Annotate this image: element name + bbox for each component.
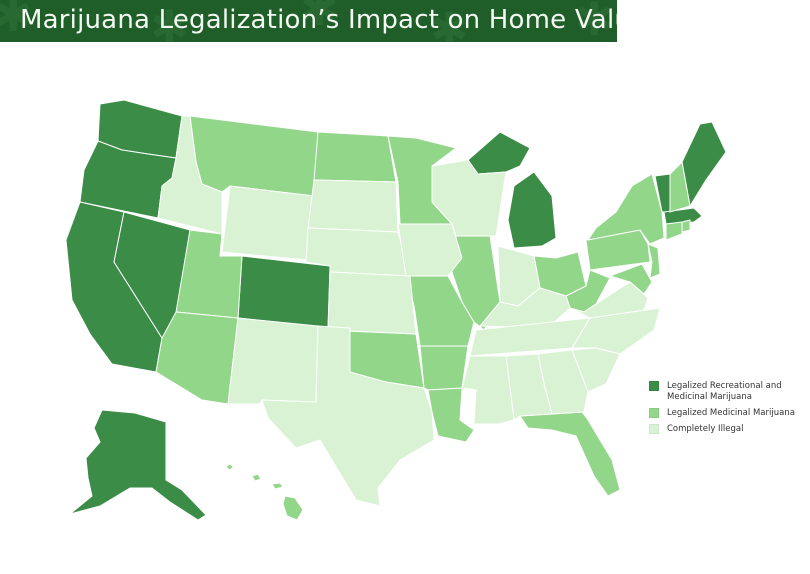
state-new-hampshire xyxy=(669,161,691,213)
cannabis-leaf-icon: ✱ xyxy=(300,0,339,35)
state-north-dakota xyxy=(313,131,397,183)
state-alaska xyxy=(69,409,207,521)
state-louisiana xyxy=(427,387,475,443)
state-new-jersey xyxy=(647,243,661,279)
cannabis-leaf-icon: ✱ xyxy=(575,0,614,42)
state-texas xyxy=(261,325,435,507)
light-green-swatch xyxy=(649,424,659,434)
state-maine xyxy=(681,121,727,207)
state-new-mexico xyxy=(227,317,319,405)
title-banner: ✱ ✱ ✱ ✱ ✱ Marijuana Legalization’s Impac… xyxy=(0,0,617,42)
state-montana xyxy=(189,115,319,197)
state-south-dakota xyxy=(307,179,399,233)
state-florida xyxy=(519,411,621,497)
state-missouri xyxy=(405,275,475,347)
state-new-york xyxy=(587,173,665,245)
state-connecticut xyxy=(665,221,683,241)
state-wisconsin xyxy=(431,159,507,237)
state-illinois xyxy=(449,235,501,331)
cannabis-leaf-icon: ✱ xyxy=(430,3,469,42)
state-colorado xyxy=(237,255,331,329)
illegal-states xyxy=(157,115,661,507)
state-maryland-delaware xyxy=(609,263,653,295)
legend-item-recreational: Legalized Recreational and Medicinal Mar… xyxy=(649,381,810,403)
recreational-states xyxy=(65,99,727,521)
medicinal-states xyxy=(155,115,691,521)
state-kansas xyxy=(327,271,417,335)
state-hawaii xyxy=(225,463,304,521)
state-wyoming xyxy=(221,185,315,261)
medium-green-swatch xyxy=(649,408,659,418)
state-arizona xyxy=(155,311,239,405)
state-massachusetts xyxy=(663,207,703,225)
page-title: Marijuana Legalization’s Impact on Home … xyxy=(20,5,617,35)
state-arkansas xyxy=(419,345,469,391)
legend-item-illegal: Completely Illegal xyxy=(649,424,810,435)
legend-item-medicinal: Legalized Medicinal Marijuana xyxy=(649,408,810,419)
cannabis-leaf-icon: ✱ xyxy=(150,1,189,42)
state-idaho xyxy=(157,115,223,235)
dark-green-swatch xyxy=(649,381,659,391)
cannabis-leaf-icon: ✱ xyxy=(0,0,33,41)
legend-label: Legalized Recreational and Medicinal Mar… xyxy=(667,381,782,402)
state-iowa xyxy=(397,223,463,277)
legend-label: Legalized Medicinal Marijuana xyxy=(667,408,795,418)
state-mississippi xyxy=(461,355,515,425)
legend: Legalized Recreational and Medicinal Mar… xyxy=(649,381,810,440)
state-rhode-island xyxy=(681,219,691,233)
legend-label: Completely Illegal xyxy=(667,424,744,434)
